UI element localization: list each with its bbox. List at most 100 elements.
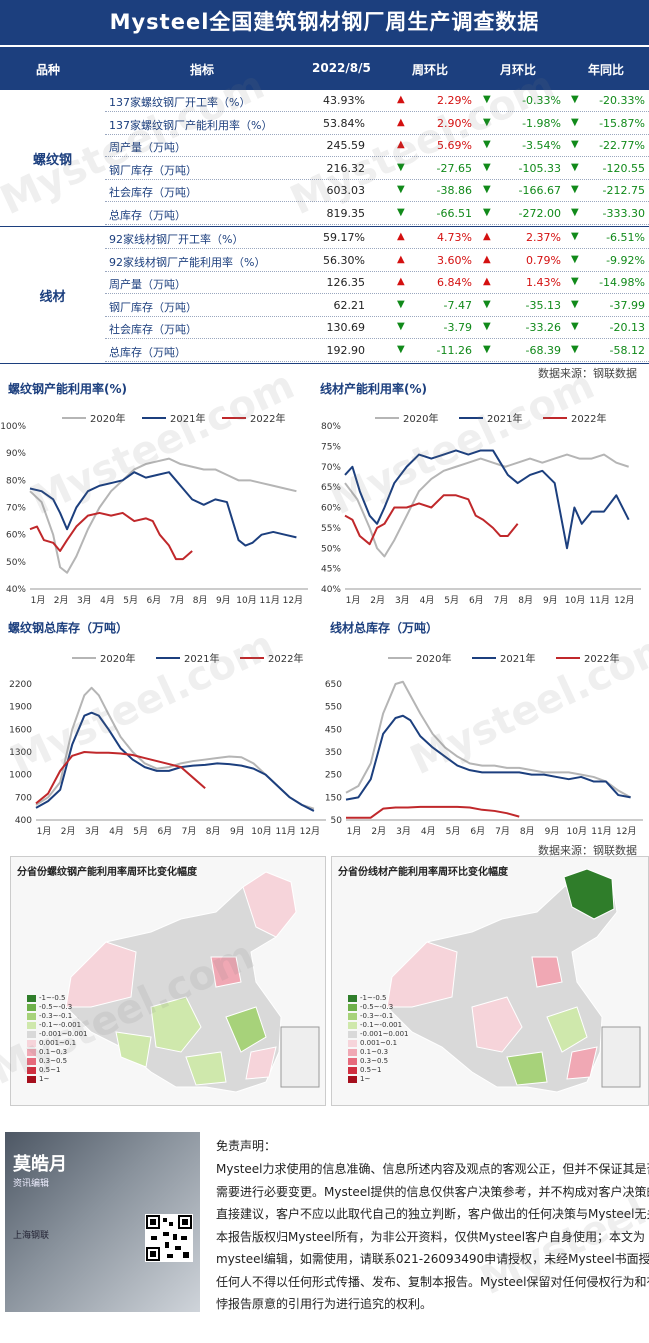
author-name: 莫皓月 xyxy=(13,1154,67,1175)
x-tick-label: 11月 xyxy=(259,595,279,606)
legend-label: 0.5~1 xyxy=(39,1066,61,1074)
x-tick-label: 4月 xyxy=(109,826,124,837)
indicator-name: 钢厂库存（万吨） xyxy=(109,300,197,314)
series-line xyxy=(345,714,631,801)
legend-label: -0.001~0.001 xyxy=(39,1030,88,1038)
week-change: -3.79 xyxy=(443,321,472,334)
month-arrow-icon: ▼ xyxy=(483,206,491,218)
header-variety: 品种 xyxy=(36,63,61,77)
legend-label: 2022年 xyxy=(571,412,606,425)
x-tick-label: 1月 xyxy=(37,826,52,837)
week-change: -66.51 xyxy=(436,206,472,220)
x-tick-label: 5月 xyxy=(444,595,459,606)
y-tick-label: 650 xyxy=(325,680,342,690)
x-tick-label: 3月 xyxy=(396,826,411,837)
legend-swatch xyxy=(348,1013,357,1020)
chart-title-rebar-util: 螺纹钢产能利用率(%) xyxy=(8,382,127,396)
legend-swatch xyxy=(27,1040,36,1047)
table-row: 钢厂库存（万吨） 62.21 ▼ -7.47 ▼ -35.13 ▼ -37.99 xyxy=(105,295,649,317)
x-tick-label: 6月 xyxy=(470,826,485,837)
legend-label: -0.3~-0.1 xyxy=(39,1012,73,1020)
x-tick-label: 7月 xyxy=(182,826,197,837)
x-tick-label: 6月 xyxy=(469,595,484,606)
x-tick-label: 5月 xyxy=(123,595,138,606)
legend-swatch xyxy=(348,1031,357,1038)
y-tick-label: 50 xyxy=(331,816,343,826)
x-tick-label: 3月 xyxy=(77,595,92,606)
legend-label: 2022年 xyxy=(584,652,619,665)
legend-label: 0.3~0.5 xyxy=(39,1057,68,1065)
indicator-name: 92家线材钢厂产能利用率（%） xyxy=(109,255,266,269)
legend-label: 0.1~0.3 xyxy=(39,1048,68,1056)
y-tick-label: 70% xyxy=(6,504,26,514)
header-week: 周环比 xyxy=(412,63,449,77)
series-line xyxy=(346,805,520,819)
china-map-wire xyxy=(386,868,641,1093)
month-arrow-icon: ▲ xyxy=(483,253,491,265)
week-change: -11.26 xyxy=(436,343,472,357)
month-arrow-icon: ▼ xyxy=(483,321,491,332)
week-change: 2.90% xyxy=(437,116,472,130)
legend-swatch xyxy=(27,1049,36,1056)
legend-swatch xyxy=(27,1022,36,1029)
legend-label: 0.001~0.1 xyxy=(39,1039,77,1047)
qr-code-icon[interactable] xyxy=(145,1214,193,1262)
header-indicator: 指标 xyxy=(190,63,215,77)
month-change: -35.13 xyxy=(525,298,561,312)
legend-swatch xyxy=(348,1058,357,1065)
legend-swatch xyxy=(27,1004,36,1011)
x-tick-label: 7月 xyxy=(170,595,185,606)
header-month: 月环比 xyxy=(500,63,537,77)
indicator-name: 周产量（万吨） xyxy=(109,141,186,154)
series-line xyxy=(35,686,315,810)
month-change: 0.79% xyxy=(526,253,561,267)
legend-label: 2021年 xyxy=(500,652,535,665)
disclaimer-body: Mysteel力求使用的信息准确、信息所述内容及观点的客观公正，但并不保证其是否… xyxy=(216,1158,649,1316)
week-arrow-icon: ▲ xyxy=(397,276,405,287)
current-value: 603.03 xyxy=(326,184,366,197)
y-tick-label: 700 xyxy=(15,793,32,803)
x-tick-label: 5月 xyxy=(133,826,148,837)
disclaimer-line: 需要进行必要变更。Mysteel提供的信息仅供客户决策参考，并不构成对客户决策的 xyxy=(216,1184,649,1199)
legend-label: -1~-0.5 xyxy=(39,994,66,1002)
current-value: 130.69 xyxy=(326,321,366,334)
current-value: 126.35 xyxy=(326,276,366,289)
x-tick-label: 9月 xyxy=(230,826,245,837)
legend-swatch xyxy=(27,1031,36,1038)
series-line xyxy=(29,471,297,547)
x-tick-label: 5月 xyxy=(446,826,461,837)
legend-label: 0.3~0.5 xyxy=(360,1057,389,1065)
month-arrow-icon: ▼ xyxy=(483,94,491,105)
y-tick-label: 45% xyxy=(321,565,341,575)
legend-label: 0.5~1 xyxy=(360,1066,382,1074)
legend-swatch xyxy=(27,1076,36,1083)
week-change: -7.47 xyxy=(443,298,472,312)
x-tick-label: 3月 xyxy=(395,595,410,606)
year-arrow-icon: ▼ xyxy=(571,343,579,355)
series-line xyxy=(345,680,632,799)
table-row: 92家线材钢厂开工率（%） 59.17% ▲ 4.73% ▲ 2.37% ▼ -6.51% xyxy=(105,227,649,249)
legend-swatch xyxy=(27,1058,36,1065)
page-title: Mysteel全国建筑钢材钢厂周生产调查数据 xyxy=(0,0,649,45)
y-tick-label: 80% xyxy=(321,422,341,432)
series-line xyxy=(344,449,630,550)
month-arrow-icon: ▼ xyxy=(483,161,491,173)
month-change: 2.37% xyxy=(526,231,561,244)
y-tick-label: 60% xyxy=(321,504,341,514)
y-tick-label: 550 xyxy=(325,703,342,713)
legend-label: 2021年 xyxy=(487,412,522,425)
table-row: 137家螺纹钢厂开工率（%） 43.93% ▲ 2.29% ▼ -0.33% ▼ -20.33… xyxy=(105,90,649,112)
x-tick-label: 11月 xyxy=(589,595,609,606)
x-tick-label: 2月 xyxy=(61,826,76,837)
week-change: 3.60% xyxy=(437,253,472,267)
series-line xyxy=(344,453,629,558)
x-tick-label: 6月 xyxy=(157,826,172,837)
group-label: 螺纹钢 xyxy=(32,152,72,168)
year-change: -15.87% xyxy=(599,116,645,130)
table-row: 总库存（万吨） 819.35 ▼ -66.51 ▼ -272.00 ▼ -333.30 xyxy=(105,203,649,225)
table-row: 社会库存（万吨） 130.69 ▼ -3.79 ▼ -33.26 ▼ -20.13 xyxy=(105,317,649,339)
year-arrow-icon: ▼ xyxy=(571,276,579,287)
x-tick-label: 12月 xyxy=(300,826,320,837)
y-tick-label: 1600 xyxy=(9,725,32,735)
group-separator xyxy=(0,363,649,364)
